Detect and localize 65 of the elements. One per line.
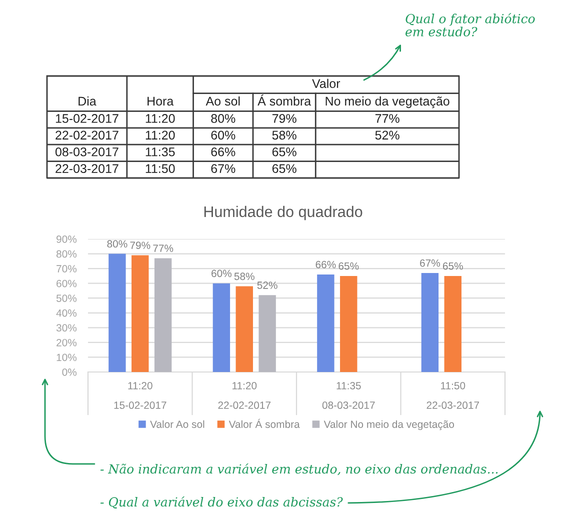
x-tick-label: 11:20 15-02-2017 <box>114 382 166 409</box>
bar <box>236 286 253 372</box>
category-label: Hora <box>148 96 174 106</box>
y-tick-label: 10% <box>56 354 77 362</box>
y-tick-label: 70% <box>56 265 77 272</box>
y-tick-label: 80% <box>56 250 77 258</box>
data-label: 65% <box>338 262 359 270</box>
category-label: Ao sol <box>206 96 240 106</box>
category-label: Á sombra <box>258 94 312 106</box>
text: 79% <box>272 114 296 123</box>
data-label: 52% <box>257 282 278 289</box>
text: 52% <box>375 130 400 140</box>
y-tick-label: 40% <box>56 309 77 317</box>
text: 66% <box>211 147 236 156</box>
y-tick-label: 0% <box>62 368 77 376</box>
legend-label: Valor Ao sol <box>150 420 204 428</box>
text: Valor <box>312 78 340 88</box>
y-tick-label: 20% <box>56 338 77 346</box>
text: 22-03-2017 <box>56 164 118 174</box>
y-tick-label: 30% <box>56 324 77 332</box>
data-label: 77% <box>153 244 174 252</box>
legend-label: Valor Á sombra <box>228 418 300 428</box>
y-tick-label: 60% <box>56 280 77 288</box>
text: 58% <box>272 130 296 140</box>
legend-label: Valor No meio da vegetação <box>324 420 454 430</box>
bar <box>258 295 276 372</box>
text: 65% <box>272 164 296 174</box>
data-label: 79% <box>130 242 150 250</box>
bar <box>340 276 358 372</box>
data-label: 67% <box>420 259 440 267</box>
text: 11:20 <box>146 130 175 140</box>
bar <box>421 272 439 372</box>
text: 77% <box>375 114 400 123</box>
category-label: Dia <box>78 96 96 106</box>
text: 11:20 <box>146 114 175 123</box>
text: Qual o fator abiótico em estudo? <box>406 13 535 36</box>
text: 11:35 <box>146 147 175 156</box>
bar <box>108 254 126 372</box>
data-label: 58% <box>234 272 254 280</box>
text: - Não indicaram a variável em estudo, no eixo das ordenadas... <box>100 463 498 476</box>
bar <box>212 283 230 372</box>
text: 65% <box>272 147 296 156</box>
data-label: 80% <box>107 240 128 248</box>
x-tick-label: 11:50 22-03-2017 <box>426 382 479 409</box>
bar <box>444 276 462 372</box>
text: 08-03-2017 <box>55 147 118 156</box>
text: 67% <box>211 164 236 174</box>
data-label: 65% <box>442 262 463 270</box>
y-tick-label: 50% <box>56 294 77 302</box>
text: 60% <box>211 130 236 140</box>
text: 15-02-2017 <box>56 114 118 123</box>
bar <box>317 274 334 372</box>
x-tick-label: 11:35 08-03-2017 <box>322 382 375 409</box>
text: 11:50 <box>146 164 175 174</box>
text: 80% <box>211 114 236 123</box>
bar <box>154 258 172 372</box>
y-tick-label: 90% <box>56 236 77 243</box>
bar <box>132 255 149 372</box>
chart-title: Humidade do quadrado <box>204 206 362 220</box>
x-tick-label: 11:20 22-02-2017 <box>218 382 270 409</box>
category-label: No meio da vegetação <box>326 96 450 108</box>
data-label: 66% <box>316 260 336 268</box>
text: 22-02-2017 <box>56 130 118 140</box>
text: - Qual a variável do eixo das abcissas? <box>100 496 343 508</box>
data-label: 60% <box>212 270 232 278</box>
